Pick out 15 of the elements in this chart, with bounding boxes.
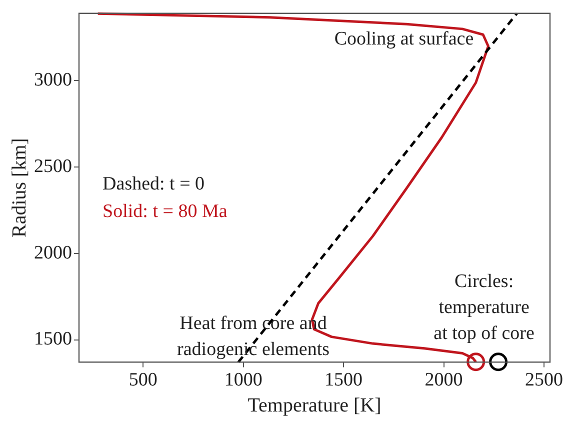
y-tick-label: 2500 bbox=[34, 156, 72, 178]
x-axis-title: Temperature [K] bbox=[248, 394, 382, 416]
y-tick-label: 2000 bbox=[34, 242, 72, 264]
annotation: Circles: temperature at top of core bbox=[434, 270, 534, 344]
x-tick-label: 2000 bbox=[424, 370, 463, 391]
x-tick-label: 1000 bbox=[224, 370, 262, 391]
annotation: Solid: t = 80 Ma bbox=[102, 201, 228, 222]
y-tick-label: 3000 bbox=[34, 70, 72, 91]
x-tick-label: 500 bbox=[128, 370, 158, 391]
x-tick-label: 2500 bbox=[524, 370, 563, 391]
x-tick-label: 1500 bbox=[324, 370, 363, 391]
annotation: Dashed: t = 0 bbox=[102, 173, 205, 194]
annotation: Cooling at surface bbox=[334, 28, 474, 50]
y-tick-label: 1500 bbox=[34, 328, 72, 350]
y-axis-title: Radius [km] bbox=[8, 138, 30, 238]
